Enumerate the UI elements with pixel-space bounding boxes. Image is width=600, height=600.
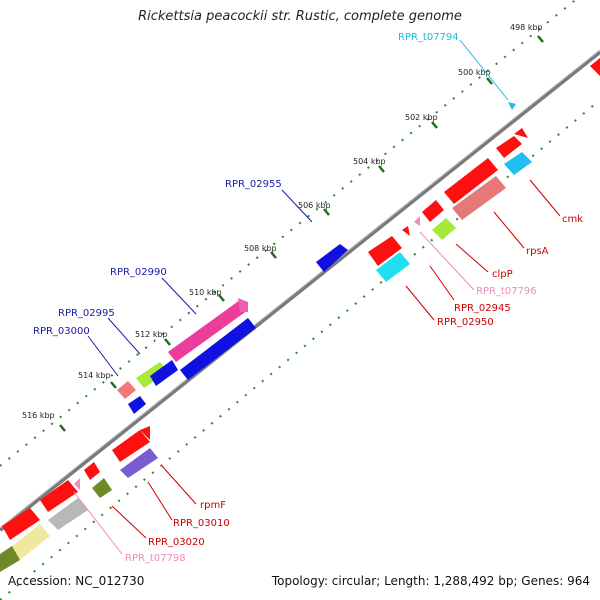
label-rpmF[interactable]: rpmF (200, 500, 226, 511)
label-clpP[interactable]: clpP (492, 269, 513, 280)
reverse-strand-genes (0, 58, 600, 572)
tick-mark-514 (110, 381, 117, 389)
tick-labels: 498 kbp 500 kbp 502 kbp 504 kbp 506 kbp … (22, 23, 543, 420)
gene-red-clpP-up[interactable] (422, 200, 444, 222)
gene-rpr-t07798[interactable] (74, 478, 80, 490)
tick-label-504: 504 kbp (353, 157, 386, 166)
tick-mark-502 (431, 121, 438, 129)
label-rpr-t07796[interactable]: RPR_t07796 (476, 286, 537, 297)
label-rpr-t07798[interactable]: RPR_t07798 (125, 553, 186, 564)
gene-blue-lower[interactable] (150, 360, 178, 386)
gene-red-bottom-left[interactable] (2, 508, 40, 540)
gene-red-rpsA-up[interactable] (444, 158, 498, 204)
tick-mark-498 (537, 35, 544, 43)
label-rpr-02990[interactable]: RPR_02990 (110, 267, 167, 278)
tick-label-516: 516 kbp (22, 411, 55, 420)
gene-rpmF[interactable] (120, 448, 158, 478)
leader-rpr-t07794 (459, 39, 509, 101)
gene-red-03010-up[interactable] (84, 462, 100, 480)
inner-tick-ring (0, 99, 600, 600)
gene-red-cmk-up[interactable] (496, 136, 522, 158)
gene-rpr-02950[interactable] (376, 252, 410, 282)
gene-cmk[interactable] (504, 152, 532, 175)
gene-yellow-bottom[interactable] (10, 524, 50, 560)
gene-rpr-02945[interactable] (402, 226, 410, 236)
tick-label-498: 498 kbp (510, 23, 543, 32)
tick-label-506: 506 kbp (298, 201, 331, 210)
tick-label-500: 500 kbp (458, 68, 491, 77)
tick-label-514: 514 kbp (78, 371, 111, 380)
gene-rpr-02990-head (238, 298, 248, 312)
gene-blue-small[interactable] (128, 396, 146, 414)
leader-rpr-02950 (405, 285, 435, 321)
tick-label-508: 508 kbp (244, 244, 277, 253)
leader-rpr-02955 (281, 189, 313, 223)
genome-backbone-highlight (0, 49, 600, 529)
label-rpr-02955[interactable]: RPR_02955 (225, 179, 282, 190)
leader-rpr-02995 (107, 317, 141, 355)
outer-tick-ring (0, 0, 577, 467)
label-rpr-03000[interactable]: RPR_03000 (33, 326, 90, 337)
gene-red-small-2[interactable] (140, 426, 150, 440)
tick-mark-504 (378, 165, 385, 173)
leader-rpr-02990 (161, 277, 197, 315)
gene-blue-inner[interactable] (180, 318, 256, 380)
gene-red-small-1[interactable] (514, 128, 528, 138)
leader-rpsA (493, 211, 525, 249)
forward-strand-genes (117, 102, 516, 399)
tick-mark-510 (218, 294, 225, 302)
label-rpr-02950[interactable]: RPR_02950 (437, 317, 494, 328)
label-rpr-t07794[interactable]: RPR_t07794 (398, 32, 459, 43)
label-rpr-02995[interactable]: RPR_02995 (58, 308, 115, 319)
label-rpr-02945[interactable]: RPR_02945 (454, 303, 511, 314)
gene-rpr-02990[interactable] (168, 300, 248, 362)
leader-rpr-t07796 (419, 231, 475, 291)
gene-rpr-03020[interactable] (48, 498, 88, 530)
gene-rpr-03010[interactable] (92, 478, 112, 498)
gene-rpr-t07796[interactable] (414, 216, 420, 226)
gene-rpr-02955[interactable] (316, 244, 348, 272)
tick-mark-506 (323, 208, 330, 216)
gene-rpsA[interactable] (452, 176, 506, 220)
gene-rpr-03000[interactable] (117, 381, 136, 399)
label-rpr-03010[interactable]: RPR_03010 (173, 518, 230, 529)
gene-red-03020-up[interactable] (40, 480, 78, 512)
gene-red-02950-up[interactable] (368, 236, 402, 266)
gene-rpr-t07794[interactable] (508, 102, 516, 110)
leader-rpr-03020 (111, 505, 147, 539)
tick-label-502: 502 kbp (405, 113, 438, 122)
leader-cmk (529, 179, 561, 217)
gene-clpP[interactable] (432, 218, 456, 240)
tick-mark-512 (164, 338, 171, 346)
leader-rpmF (161, 465, 197, 505)
accession-text: Accession: NC_012730 (8, 574, 145, 588)
leader-rpr-03010 (147, 481, 173, 521)
leader-lines (73, 39, 561, 555)
label-rpr-03020[interactable]: RPR_03020 (148, 537, 205, 548)
leader-clpP (455, 243, 489, 273)
map-title: Rickettsia peacockii str. Rustic, comple… (138, 9, 462, 24)
leader-rpr-03000 (87, 335, 119, 377)
genome-info-text: Topology: circular; Length: 1,288,492 bp… (271, 574, 590, 588)
tick-mark-516 (59, 424, 66, 432)
gene-red-topright[interactable] (590, 58, 600, 76)
leader-rpr-02945 (429, 265, 455, 301)
tick-label-512: 512 kbp (135, 330, 168, 339)
tick-marks (59, 35, 544, 432)
gene-red-rpmF-up[interactable] (112, 430, 150, 462)
gene-labels: RPR_t07794 RPR_02955 RPR_02990 RPR_02995… (33, 32, 583, 564)
tick-label-510: 510 kbp (189, 288, 222, 297)
gene-olive-bottom[interactable] (0, 546, 20, 572)
leader-rpr-t07798 (73, 491, 123, 555)
tick-mark-508 (270, 251, 277, 259)
genome-backbone (0, 50, 600, 532)
tick-mark-500 (486, 77, 493, 85)
label-rpsA[interactable]: rpsA (526, 246, 549, 257)
label-cmk[interactable]: cmk (562, 214, 583, 225)
